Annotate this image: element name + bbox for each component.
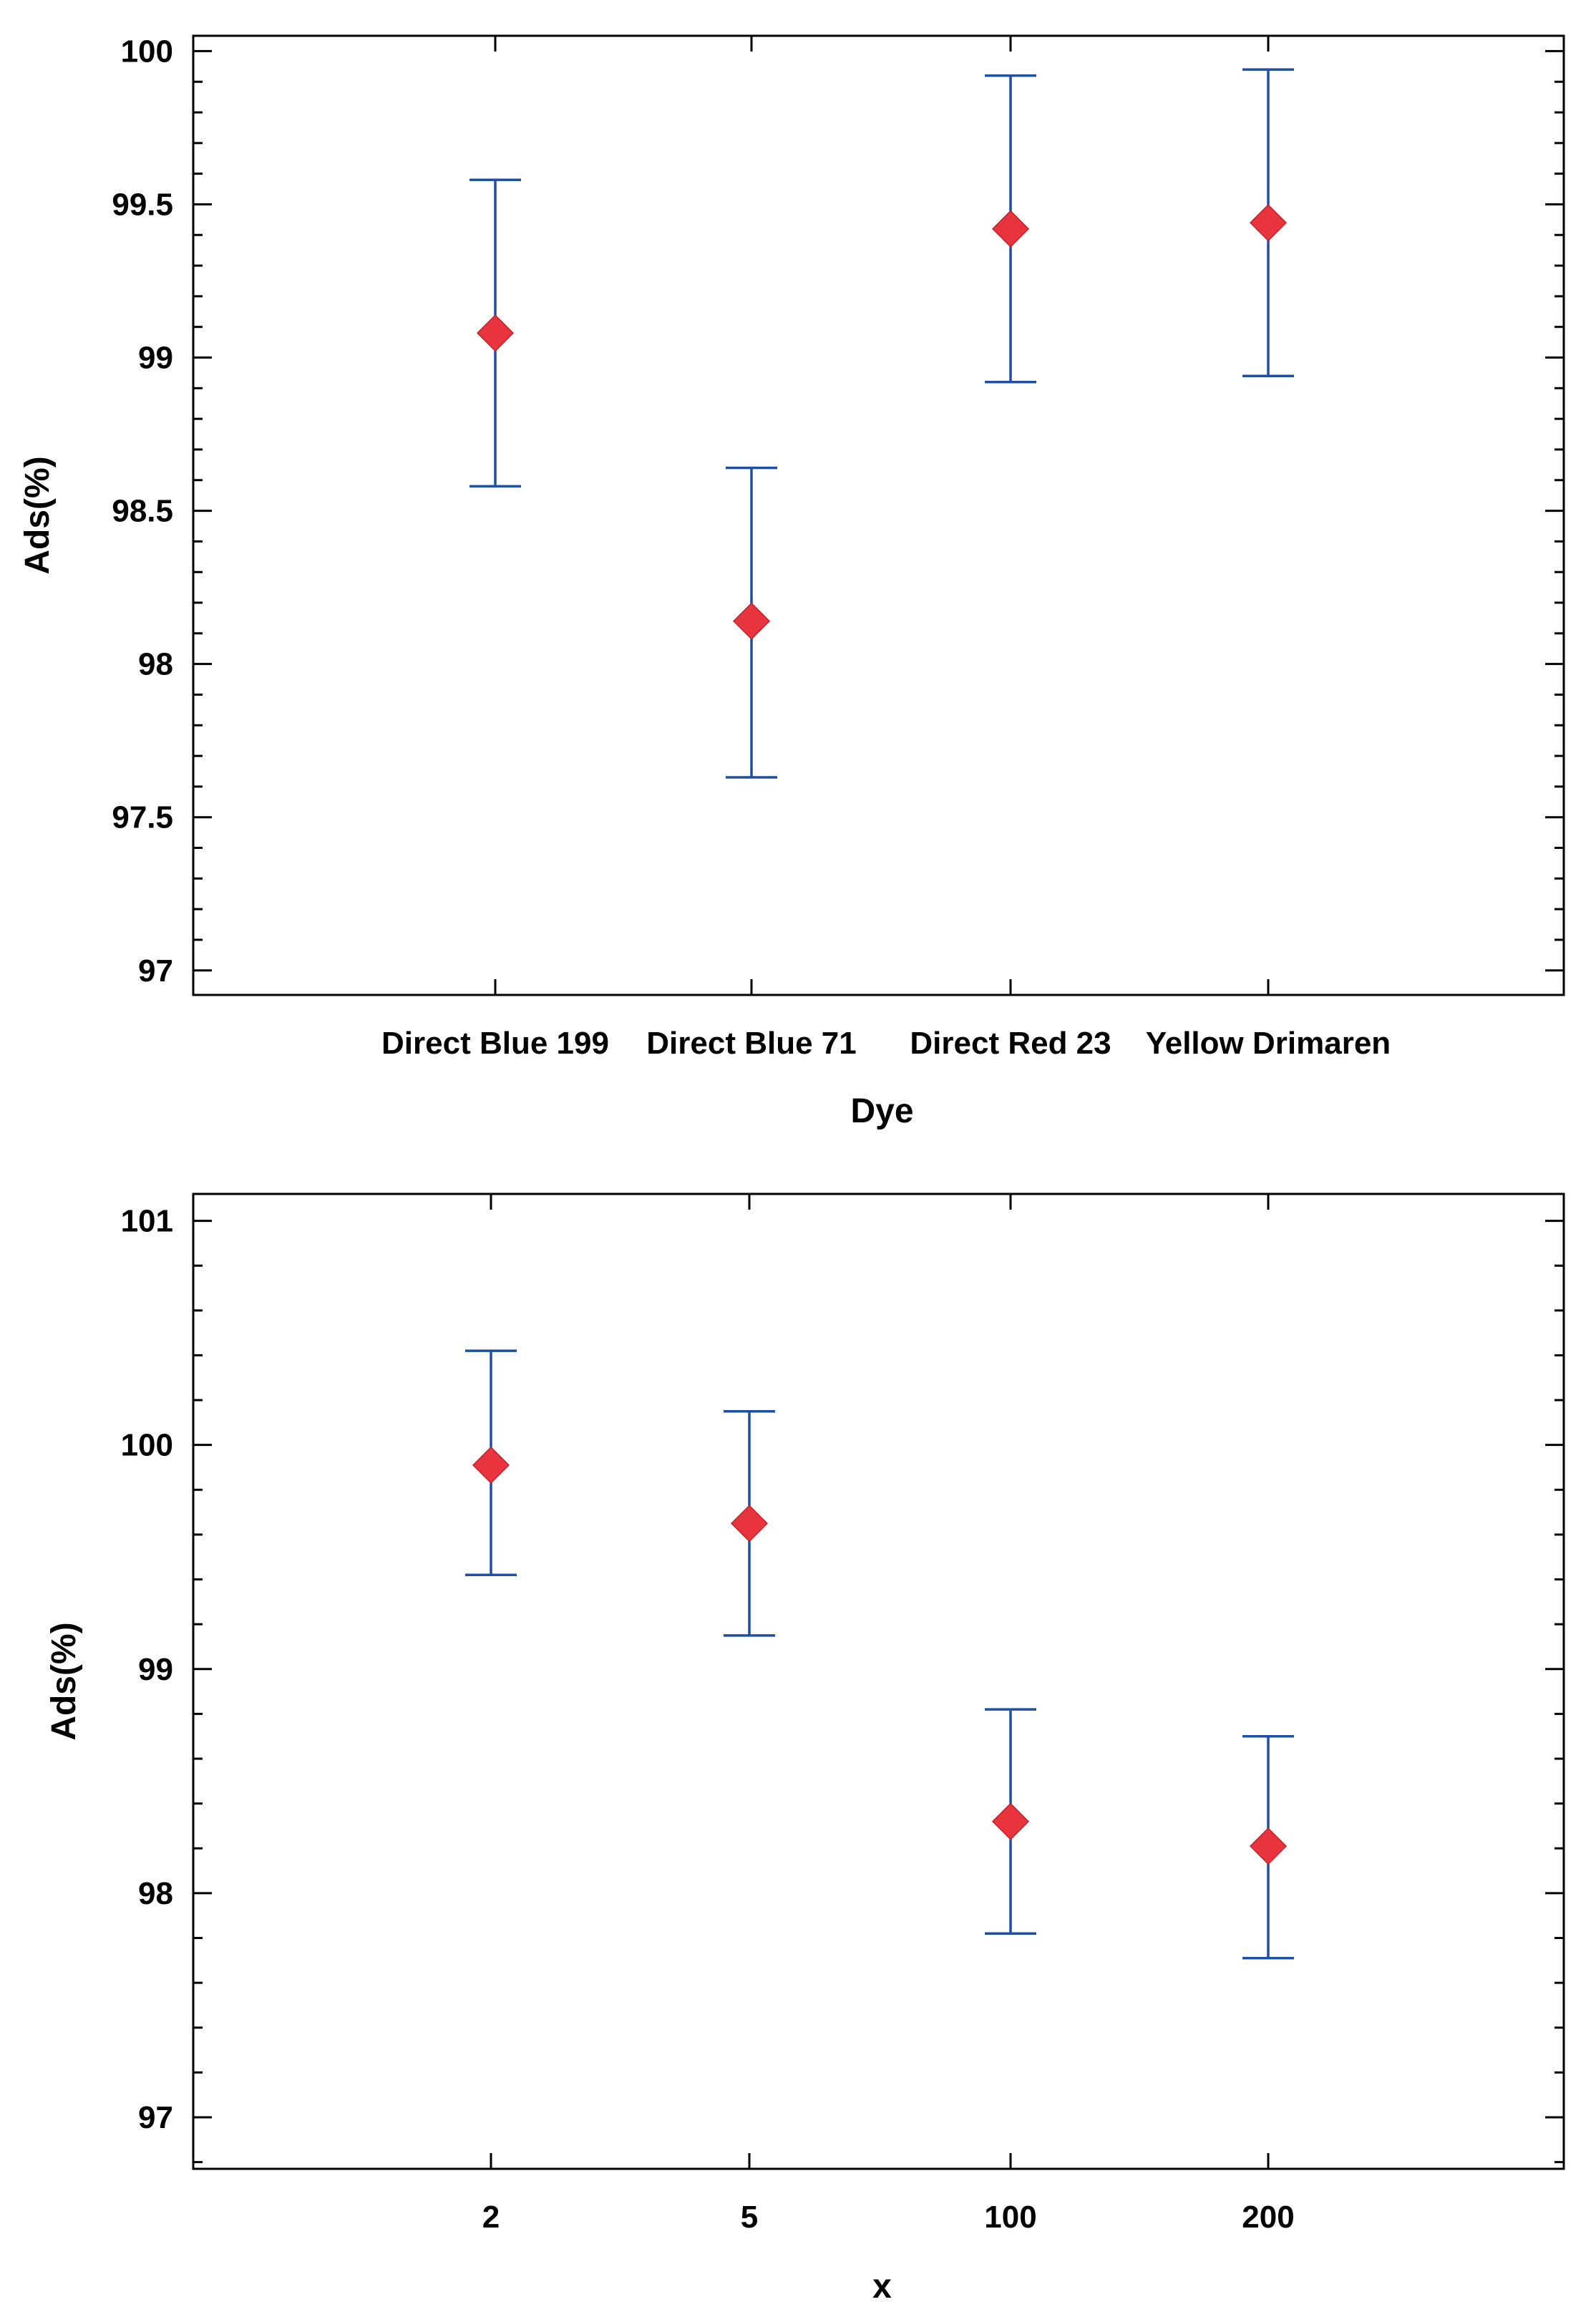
y-tick-label: 100: [121, 1428, 173, 1463]
mean-point: [732, 602, 771, 640]
x-axis-title: x: [872, 2268, 892, 2306]
x-tick-label: Direct Blue 71: [646, 1026, 856, 1061]
y-axis-title: Ads(%): [45, 1622, 83, 1740]
y-tick-label: 99: [138, 1652, 173, 1687]
mean-point: [1249, 1827, 1288, 1865]
mean-point: [730, 1505, 769, 1543]
x-tick-label: Yellow Drimaren: [1146, 1026, 1391, 1061]
y-tick-label: 101: [121, 1204, 173, 1239]
x-tick-label: 100: [984, 2200, 1036, 2235]
y-tick-label: 98.5: [112, 494, 173, 529]
chart-2: 97 98 99 100 101 2 5 100 200 x Ads(%): [45, 1192, 1565, 2306]
x-tick-label: Direct Blue 199: [381, 1026, 609, 1061]
x-axis-title: Dye: [850, 1092, 913, 1130]
y-tick-label: 97: [138, 953, 173, 989]
y-tick-label: 99: [138, 341, 173, 376]
y-tick-label: 97: [138, 2100, 173, 2135]
y-tick-label: 98: [138, 647, 173, 682]
x-tick-label: 200: [1242, 2200, 1294, 2235]
plot-frame: [192, 1192, 1565, 2170]
y-tick-label: 100: [121, 34, 173, 69]
mean-point: [476, 314, 515, 352]
y-tick-label: 99.5: [112, 187, 173, 222]
x-tick-label: 5: [741, 2200, 758, 2235]
mean-point: [1249, 204, 1288, 242]
y-axis-title: Ads(%): [19, 456, 57, 574]
mean-point: [991, 1802, 1030, 1840]
x-tick-label: 2: [482, 2200, 500, 2235]
mean-point: [472, 1446, 510, 1484]
chart-1: 97 97.5 98 98.5 99 99.5 100 Direct Blue 199 Dire…: [19, 34, 1565, 1130]
x-tick-label: Direct Red 23: [910, 1026, 1111, 1061]
plot-frame: [192, 34, 1565, 996]
y-tick-label: 98: [138, 1876, 173, 1911]
y-tick-label: 97.5: [112, 800, 173, 835]
mean-point: [991, 210, 1030, 248]
